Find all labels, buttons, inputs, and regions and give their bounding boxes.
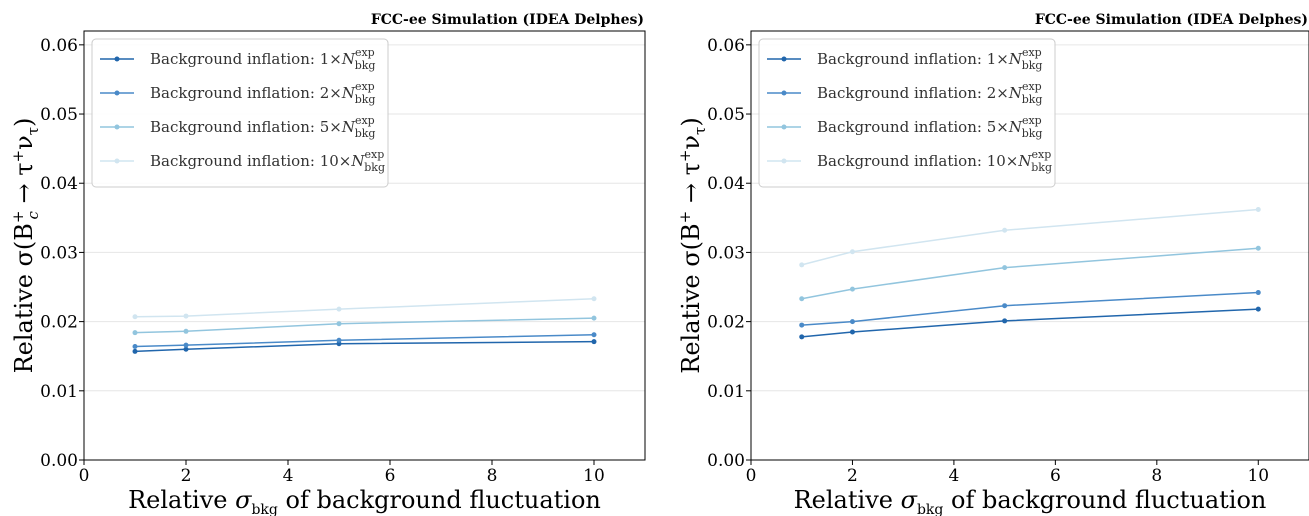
y-tick-label: 0.02 [40,313,78,333]
y-tick-label: 0.00 [40,451,78,471]
x-tick-label: 2 [847,466,858,486]
y-tick-label: 0.05 [40,105,78,125]
data-point [799,296,805,302]
y-tick-label: 0.06 [707,36,745,56]
x-tick-label: 4 [283,466,294,486]
series-line-3 [134,317,595,334]
legend-marker [781,124,787,130]
data-point [1002,227,1008,233]
x-tick-label: 2 [181,466,192,486]
series-line-4 [801,208,1259,266]
data-point [183,328,189,334]
series-line-1 [134,340,595,353]
legend: Background inflation: 1×Nexp bkg Backgroun… [91,38,389,188]
data-point [132,348,138,354]
data-point [132,330,138,336]
data-point [336,341,342,347]
chart-title: FCC-ee Simulation (IDEA Delphes) [371,12,644,28]
data-point [591,332,597,338]
x-tick-label: 10 [1247,466,1269,486]
series-line-2 [801,291,1259,326]
legend-entry: Background inflation: 5×Nexp bkg [817,114,1042,140]
y-tick-label: 0.06 [40,36,78,56]
legend-box [91,38,389,188]
legend-entry: Background inflation: 10×Nexp bkg [817,148,1052,174]
legend-marker [781,56,787,62]
x-tick-label: 8 [487,466,498,486]
plot-frame [750,30,1309,461]
data-point [591,315,597,321]
legend-box [758,38,1056,188]
series-line-4 [134,298,595,318]
data-point [1002,303,1008,309]
legend-entry: Background inflation: 10×Nexp bkg [150,148,385,174]
legend-marker [114,158,120,164]
data-point [849,286,855,292]
data-point [849,319,855,325]
data-point [1255,207,1261,213]
y-tick-label: 0.01 [40,382,78,402]
data-point [849,329,855,335]
legend-marker [114,56,120,62]
data-point [799,334,805,340]
data-point [132,314,138,320]
x-tick-label: 0 [746,466,757,486]
legend: Background inflation: 1×Nexp bkg Backgroun… [758,38,1056,188]
series-line-2 [134,334,595,348]
y-tick-label: 0.03 [40,243,78,263]
y-tick-label: 0.02 [707,313,745,333]
chart-panel-1: 0.00 0.01 0.02 0.03 0.04 0.05 0.06 0 2 4 6 8 10 FCC-e… [9,12,646,516]
y-tick-label: 0.05 [707,105,745,125]
y-axis-label: Relative σ(B+c → τ+ντ) [9,118,42,374]
data-point [1255,290,1261,296]
x-tick-label: 6 [1050,466,1061,486]
data-point [336,321,342,327]
legend-marker [781,158,787,164]
data-point [1002,318,1008,324]
legend-marker [114,124,120,130]
data-point [1002,265,1008,271]
data-point [591,296,597,302]
data-point [132,344,138,350]
y-axis-label: Relative σ(B+ → τ+ντ) [676,117,709,373]
y-tick-label: 0.03 [707,243,745,263]
data-point [849,249,855,255]
data-point [336,306,342,312]
data-point [1255,245,1261,251]
x-tick-label: 4 [948,466,959,486]
y-tick-label: 0.01 [707,382,745,402]
legend-entry: Background inflation: 1×Nexp bkg [817,46,1042,72]
legend-entry: Background inflation: 1×Nexp bkg [150,46,375,72]
legend-marker [114,90,120,96]
legend-marker [781,90,787,96]
x-tick-label: 8 [1151,466,1162,486]
x-tick-label: 0 [79,466,90,486]
series-line-3 [801,247,1259,300]
chart-panel-2: 0.00 0.01 0.02 0.03 0.04 0.05 0.06 0 2 4 6 8 10 FCC-e… [676,12,1309,516]
data-point [183,346,189,352]
data-point [591,339,597,345]
x-tick-label: 10 [583,466,605,486]
y-tick-label: 0.04 [707,174,745,194]
legend-entry: Background inflation: 2×Nexp bkg [817,80,1042,106]
chart-title: FCC-ee Simulation (IDEA Delphes) [1035,12,1308,28]
y-tick-label: 0.00 [707,451,745,471]
x-axis-label: Relative σbkg of background fluctuation [794,486,1267,516]
y-tick-label: 0.04 [40,174,78,194]
plot-frame [83,30,646,461]
data-point [799,262,805,268]
series-line-1 [801,308,1259,338]
data-point [183,342,189,348]
x-tick-label: 6 [385,466,396,486]
data-point [183,313,189,319]
data-point [799,322,805,328]
legend-entry: Background inflation: 2×Nexp bkg [150,80,375,106]
x-axis-label: Relative σbkg of background fluctuation [128,486,601,516]
legend-entry: Background inflation: 5×Nexp bkg [150,114,375,140]
data-point [336,337,342,343]
data-point [1255,306,1261,312]
